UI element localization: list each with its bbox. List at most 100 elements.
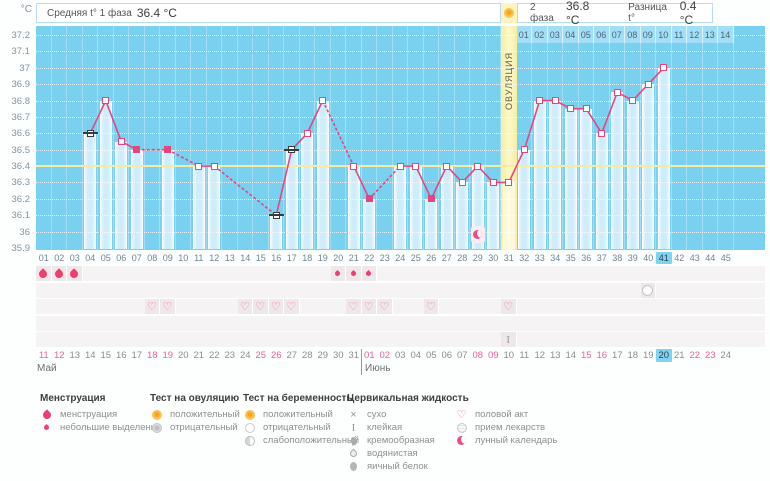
cycle-day-cell[interactable]: 39 — [627, 253, 638, 263]
cycle-day-cell[interactable]: 27 — [441, 253, 452, 263]
date-cell[interactable]: 04 — [410, 350, 422, 361]
cycle-day-cell[interactable]: 43 — [689, 253, 700, 263]
date-cell[interactable]: 15 — [100, 350, 112, 361]
date-cell[interactable]: 06 — [441, 350, 453, 361]
date-cell[interactable]: 23 — [224, 350, 236, 361]
date-cell[interactable]: 15 — [580, 350, 592, 361]
cycle-day-cell[interactable]: 24 — [395, 253, 406, 263]
y-tick-label: 36.3 — [11, 177, 31, 189]
legend-item: слабоположительный — [243, 434, 359, 447]
date-cell[interactable]: 17 — [611, 350, 623, 361]
date-cell[interactable]: 17 — [131, 350, 143, 361]
cycle-day-cell[interactable]: 08 — [147, 253, 158, 263]
cycle-day-cell[interactable]: 31 — [503, 253, 514, 263]
temp-point — [195, 162, 203, 170]
month-divider — [361, 349, 362, 375]
cycle-day-cell[interactable]: 30 — [488, 253, 499, 263]
cycle-day-cell[interactable]: 05 — [100, 253, 111, 263]
date-cell[interactable]: 25 — [255, 350, 267, 361]
cycle-day-cell[interactable]: 38 — [612, 253, 623, 263]
cycle-day-cell[interactable]: 37 — [596, 253, 607, 263]
cycle-day-cell[interactable]: 11 — [194, 253, 204, 263]
date-cell[interactable]: 26 — [270, 350, 282, 361]
date-cell[interactable]: 23 — [704, 350, 716, 361]
date-cell[interactable]: 21 — [193, 350, 205, 361]
date-cell[interactable]: 30 — [332, 350, 344, 361]
cycle-day-cell[interactable]: 40 — [643, 253, 654, 263]
date-cell[interactable]: 13 — [69, 350, 81, 361]
symbol-cell — [51, 266, 67, 281]
temp-point — [268, 211, 284, 219]
cycle-day-cell[interactable]: 29 — [472, 253, 483, 263]
cycle-day-cell[interactable]: 45 — [720, 253, 731, 263]
date-cell[interactable]: 29 — [317, 350, 329, 361]
date-cell[interactable]: 12 — [53, 350, 65, 361]
cycle-day-cell[interactable]: 44 — [705, 253, 716, 263]
cycle-day-cell[interactable]: 01 — [38, 253, 49, 263]
date-cell[interactable]: 13 — [549, 350, 561, 361]
cycle-day-cell[interactable]: 36 — [581, 253, 592, 263]
cycle-day-cell[interactable]: 33 — [534, 253, 545, 263]
cycle-day-cell[interactable]: 06 — [116, 253, 127, 263]
date-cell[interactable]: 10 — [503, 350, 515, 361]
cycle-day-cell[interactable]: 17 — [286, 253, 297, 263]
cycle-day-cell[interactable]: 13 — [224, 253, 235, 263]
cycle-day-cell[interactable]: 15 — [255, 253, 266, 263]
date-cell[interactable]: 20 — [177, 350, 189, 361]
date-cell[interactable]: 24 — [720, 350, 732, 361]
cycle-day-cell[interactable]: 02 — [54, 253, 65, 263]
date-cell[interactable]: 12 — [534, 350, 546, 361]
cycle-day-cell[interactable]: 19 — [317, 253, 328, 263]
cycle-day-cell[interactable]: 12 — [209, 253, 220, 263]
date-cell[interactable]: 11 — [38, 350, 49, 361]
date-cell[interactable]: 07 — [456, 350, 468, 361]
legend-section-title: Цервикальная жидкость — [347, 393, 469, 404]
date-cell[interactable]: 09 — [487, 350, 499, 361]
date-cell[interactable]: 11 — [519, 350, 530, 361]
cycle-day-cell[interactable]: 09 — [162, 253, 173, 263]
cycle-day-cell[interactable]: 20 — [333, 253, 344, 263]
temp-point — [350, 162, 358, 170]
cycle-day-cell[interactable]: 23 — [379, 253, 390, 263]
date-cell[interactable]: 14 — [565, 350, 577, 361]
date-cell[interactable]: 05 — [425, 350, 437, 361]
cycle-day-cell[interactable]: 10 — [178, 253, 189, 263]
date-cell[interactable]: 16 — [596, 350, 608, 361]
date-cell[interactable]: 22 — [208, 350, 220, 361]
date-cell[interactable]: 16 — [115, 350, 127, 361]
cycle-day-cell[interactable]: 34 — [550, 253, 561, 263]
cycle-day-cell[interactable]: 25 — [410, 253, 421, 263]
date-cell[interactable]: 22 — [689, 350, 701, 361]
cycle-day-cell[interactable]: 28 — [457, 253, 468, 263]
cycle-day-cell[interactable]: 32 — [519, 253, 530, 263]
cycle-day-cell[interactable]: 42 — [674, 253, 685, 263]
date-cell[interactable]: 31 — [348, 350, 360, 361]
date-cell[interactable]: 28 — [301, 350, 313, 361]
date-cell[interactable]: 21 — [673, 350, 685, 361]
date-cell[interactable]: 03 — [394, 350, 406, 361]
date-cell[interactable]: 08 — [472, 350, 484, 361]
cycle-day-cell[interactable]: 07 — [131, 253, 142, 263]
cycle-day-cell[interactable]: 18 — [302, 253, 313, 263]
date-cell[interactable]: 18 — [627, 350, 639, 361]
cycle-day-cell[interactable]: 41 — [656, 252, 672, 264]
date-cell[interactable]: 20 — [656, 349, 672, 362]
date-cell[interactable]: 19 — [642, 350, 654, 361]
date-cell[interactable]: 27 — [286, 350, 298, 361]
date-cell[interactable]: 02 — [379, 350, 391, 361]
date-cell[interactable]: 19 — [162, 350, 174, 361]
day-grid: 01 02 03 04 05 06 07 08 09 10 11 12 13 14 15 16 17 18 19 20… — [36, 250, 765, 364]
cycle-day-cell[interactable]: 26 — [426, 253, 437, 263]
date-cell[interactable]: 01 — [363, 350, 375, 361]
cycle-day-cell[interactable]: 14 — [240, 253, 251, 263]
cycle-day-cell[interactable]: 04 — [85, 253, 96, 263]
cycle-day-cell[interactable]: 16 — [271, 253, 282, 263]
date-cell[interactable]: 18 — [146, 350, 158, 361]
date-cell[interactable]: 14 — [84, 350, 96, 361]
date-cell[interactable]: 24 — [239, 350, 251, 361]
intercourse-heart-icon: ♡ — [146, 300, 157, 313]
cycle-day-cell[interactable]: 22 — [364, 253, 375, 263]
cycle-day-cell[interactable]: 35 — [565, 253, 576, 263]
cycle-day-cell[interactable]: 03 — [69, 253, 80, 263]
cycle-day-cell[interactable]: 21 — [348, 253, 359, 263]
